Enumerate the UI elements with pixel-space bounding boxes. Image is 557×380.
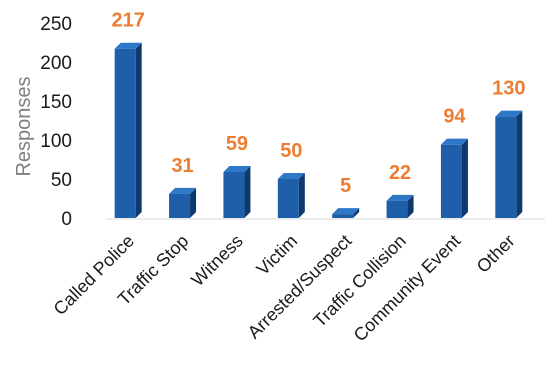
category-label: Community Event	[350, 231, 465, 346]
bar-top	[386, 194, 414, 201]
y-tick-label: 100	[40, 131, 72, 152]
bar	[386, 194, 414, 218]
bar-top	[169, 187, 197, 194]
bar-side	[461, 138, 468, 218]
bar-side	[244, 165, 251, 218]
bar-front	[169, 193, 191, 218]
y-tick-label: 50	[51, 170, 72, 191]
y-tick-label: 0	[61, 209, 72, 230]
bar-front	[495, 116, 517, 218]
bar-top	[440, 138, 468, 145]
bar-front	[332, 214, 354, 218]
bar-front	[223, 171, 245, 218]
y-axis-label: Responses	[13, 76, 35, 176]
category-label: Other	[473, 231, 519, 277]
category-label: Witness	[187, 231, 246, 290]
bar-front	[386, 200, 408, 218]
data-label: 59	[226, 133, 248, 155]
data-label: 94	[443, 106, 466, 128]
axis-layer: 0 50 100 150 200 250 Responses	[13, 14, 545, 230]
bar	[495, 110, 523, 218]
bar	[114, 42, 142, 218]
bar-front	[440, 144, 462, 218]
category-label: Victim	[253, 231, 302, 280]
data-label: 130	[492, 78, 525, 100]
bar-side	[298, 173, 305, 218]
bar-top	[223, 165, 251, 172]
bar	[332, 208, 360, 218]
bar-layer	[114, 42, 523, 218]
y-tick-label: 250	[40, 14, 72, 35]
bar-side	[190, 187, 197, 218]
data-label: 22	[389, 162, 411, 184]
bar	[440, 138, 468, 218]
bar-side	[353, 208, 360, 218]
data-label: 217	[112, 10, 145, 32]
bar	[223, 165, 251, 218]
bar-top	[277, 173, 305, 179]
bar-side	[407, 194, 414, 218]
bar-front	[277, 179, 299, 218]
bar-top	[495, 110, 523, 117]
data-label: 5	[340, 175, 351, 197]
data-label: 31	[171, 155, 193, 177]
y-tick-label: 150	[40, 92, 72, 113]
bar-top	[114, 42, 142, 49]
bar-side	[135, 42, 142, 218]
bar-side	[516, 110, 523, 218]
y-tick-label: 200	[40, 53, 72, 74]
bar-top	[332, 208, 360, 215]
bar	[277, 173, 305, 218]
data-label: 50	[280, 140, 302, 162]
category-label: Traffic Collision	[309, 231, 409, 331]
bar	[169, 187, 197, 218]
bar-front	[114, 48, 136, 218]
